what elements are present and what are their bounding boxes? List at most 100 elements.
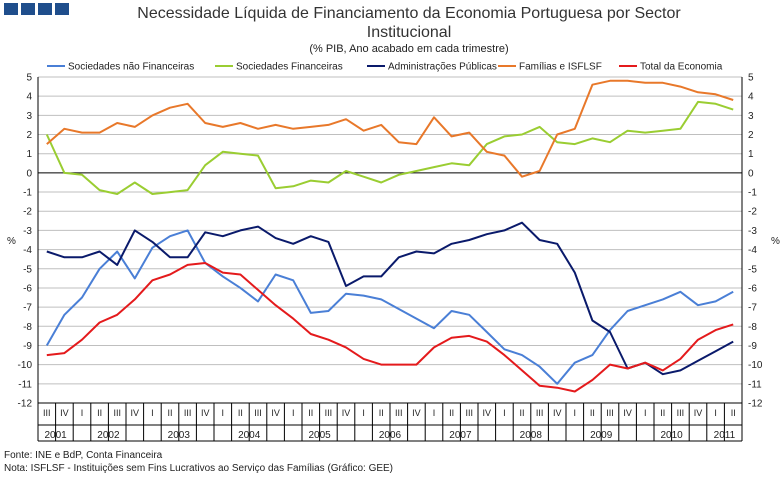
- series-line-sociedades-financeiras: [45, 100, 734, 195]
- x-tick-quarter: III: [677, 408, 685, 418]
- y-axis-right: 5 4 3 2 1 0 -1 -2 -3 -4 -5 -6 -7 -8 -9 -10 -11 -12: [748, 73, 763, 410]
- legend-label: Administrações Públicas: [388, 62, 497, 73]
- y-tick-label-left: -7: [23, 303, 32, 314]
- y-tick-label-left: -11: [18, 379, 32, 390]
- x-tick-quarter: II: [519, 408, 524, 418]
- x-tick-year: 2003: [168, 430, 191, 441]
- x-tick-quarter: III: [606, 408, 614, 418]
- x-tick-quarter: II: [379, 408, 384, 418]
- y-tick-label-right: 5: [748, 73, 754, 84]
- legend: Sociedades não Financeiras Sociedades Fin…: [47, 62, 723, 73]
- y-tick-label-left: -4: [23, 245, 32, 256]
- x-tick-year: 2009: [590, 430, 613, 441]
- y-tick-label-left: 5: [26, 73, 32, 84]
- legend-label: Sociedades Financeiras: [236, 62, 343, 73]
- x-tick-quarter: IV: [623, 408, 632, 418]
- x-tick-quarter: III: [254, 408, 262, 418]
- x-tick-quarter: II: [731, 408, 736, 418]
- x-tick-quarter: IV: [131, 408, 140, 418]
- x-tick-quarter: I: [503, 408, 506, 418]
- legend-label: Sociedades não Financeiras: [68, 62, 194, 73]
- series-line-sociedades-nao-financeiras: [45, 229, 734, 385]
- y-tick-label-right: 1: [748, 149, 754, 160]
- x-tick-year: 2008: [520, 430, 543, 441]
- y-axis-left: 5 4 3 2 1 0 -1 -2 -3 -4 -5 -6 -7 -8 -9 -10 -11 -12: [18, 73, 33, 410]
- chart-title: Necessidade Líquida de Financiamento da …: [137, 5, 681, 22]
- x-tick-quarter: I: [433, 408, 436, 418]
- y-tick-label-left: -5: [23, 264, 32, 275]
- x-tick-year: 2007: [449, 430, 472, 441]
- y-tick-label-left: -1: [23, 188, 32, 199]
- x-tick-quarter: IV: [553, 408, 562, 418]
- x-tick-quarter: I: [644, 408, 647, 418]
- y-axis-label-left: %: [7, 236, 16, 247]
- logo-square-3: [38, 3, 52, 15]
- y-tick-label-left: -9: [23, 341, 32, 352]
- y-tick-label-right: -4: [748, 245, 757, 256]
- y-tick-label-left: 3: [26, 111, 32, 122]
- logo: [4, 3, 69, 15]
- y-tick-label-right: -9: [748, 341, 757, 352]
- x-tick-quarter: IV: [201, 408, 210, 418]
- y-tick-label-right: 3: [748, 111, 754, 122]
- source-note: Fonte: INE e BdP, Conta Financeira: [4, 450, 163, 461]
- y-tick-label-right: -1: [748, 188, 757, 199]
- y-tick-label-right: -5: [748, 264, 757, 275]
- x-tick-quarter: II: [590, 408, 595, 418]
- y-tick-label-left: -3: [23, 226, 32, 237]
- chart-title-line2: Institucional: [367, 24, 452, 41]
- y-tick-label-right: -11: [748, 379, 762, 390]
- x-tick-year: 2002: [97, 430, 120, 441]
- x-tick-quarter: III: [325, 408, 333, 418]
- logo-square-1: [4, 3, 18, 15]
- y-tick-label-left: 2: [26, 130, 32, 141]
- y-tick-label-left: -2: [23, 207, 32, 218]
- x-tick-quarter: II: [308, 408, 313, 418]
- x-tick-quarter: IV: [694, 408, 703, 418]
- legend-label: Famílias e ISFLSF: [519, 62, 602, 73]
- x-tick-year: 2006: [379, 430, 402, 441]
- x-tick-quarter: II: [660, 408, 665, 418]
- y-tick-label-left: 1: [26, 149, 32, 160]
- x-tick-quarter: III: [113, 408, 121, 418]
- x-tick-quarter: II: [167, 408, 172, 418]
- logo-square-2: [21, 3, 35, 15]
- y-tick-label-right: -2: [748, 207, 757, 218]
- x-tick-quarter: IV: [60, 408, 69, 418]
- footnote: Nota: ISFLSF - Instituições sem Fins Luc…: [4, 463, 393, 474]
- series-lines: [45, 79, 734, 393]
- x-tick-quarter: IV: [271, 408, 280, 418]
- x-tick-quarter: III: [395, 408, 403, 418]
- y-tick-label-right: -6: [748, 283, 757, 294]
- x-tick-quarter: I: [292, 408, 295, 418]
- x-tick-quarter: III: [465, 408, 473, 418]
- x-tick-quarter: I: [222, 408, 225, 418]
- x-tick-quarter: I: [714, 408, 717, 418]
- x-tick-quarter: III: [43, 408, 51, 418]
- y-tick-label-left: -8: [23, 322, 32, 333]
- x-axis: III IV I II III IV I II III IV I II III IV I II III IV I II…: [37, 402, 743, 442]
- x-tick-year: 2005: [308, 430, 331, 441]
- x-tick-year: 2011: [714, 430, 736, 441]
- y-tick-label-right: 4: [748, 92, 754, 103]
- y-tick-label-left: -10: [18, 360, 33, 371]
- y-tick-label-right: -3: [748, 226, 757, 237]
- y-tick-label-right: -8: [748, 322, 757, 333]
- y-tick-label-left: 4: [26, 92, 32, 103]
- legend-label: Total da Economia: [640, 62, 723, 73]
- x-tick-quarter: III: [536, 408, 544, 418]
- x-tick-quarter: II: [238, 408, 243, 418]
- x-tick-quarter: I: [81, 408, 84, 418]
- x-tick-quarter: I: [151, 408, 154, 418]
- series-line-familias-e-isflsf: [46, 79, 734, 178]
- logo-square-4: [55, 3, 69, 15]
- y-tick-label-left: -6: [23, 283, 32, 294]
- x-tick-quarter: I: [362, 408, 365, 418]
- y-tick-label-right: -10: [748, 360, 763, 371]
- x-tick-quarter: III: [184, 408, 192, 418]
- x-tick-quarter: IV: [412, 408, 421, 418]
- x-tick-year: 2001: [44, 430, 67, 441]
- x-tick-quarter: II: [449, 408, 454, 418]
- x-tick-quarter: IV: [483, 408, 492, 418]
